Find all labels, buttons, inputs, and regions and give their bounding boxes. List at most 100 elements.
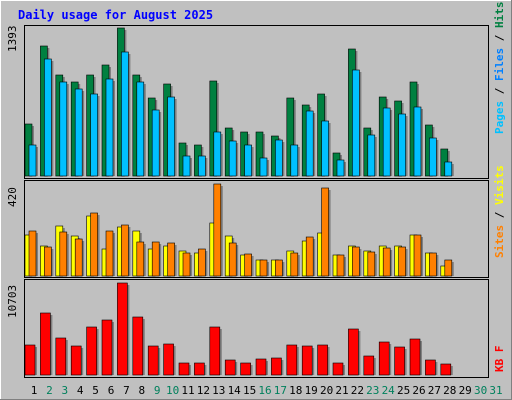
sites-bar-day-13 [213,183,222,277]
kbf-bar-day-26 [409,338,421,376]
visits-sites-bars [24,183,454,277]
pages-bar-day-11 [182,155,191,177]
kbf-bar-day-22 [348,328,359,376]
kbytes-bars [24,282,453,376]
legend-sep-1: / [493,81,506,101]
day-label-23: 23 [366,384,379,397]
pages-bar-day-7 [121,51,129,177]
pages-bar-day-14 [228,140,237,177]
kbf-bar-day-6 [101,319,113,376]
sites-bar-day-9 [151,241,160,277]
sites-bar-day-4 [74,238,83,277]
pages-bar-day-22 [352,69,360,177]
kbf-bar-day-13 [209,326,221,376]
sites-bar-day-7 [121,224,129,277]
pages-bar-day-9 [151,109,160,177]
pages-bar-day-25 [398,113,406,177]
day-label-22: 22 [351,384,364,397]
hits-ymax-label: 1393 [6,26,19,53]
pages-bar-day-3 [59,81,68,177]
pages-bar-day-20 [321,120,329,177]
pages-bar-day-8 [136,81,145,177]
pages-bar-day-27 [429,137,437,177]
pages-bar-day-6 [105,78,114,177]
kbf-bar-day-20 [317,344,328,376]
kbf-bar-day-9 [147,345,159,376]
sites-bar-day-24 [382,247,391,277]
pages-bar-day-12 [198,155,206,177]
sites-bar-day-1 [28,230,37,277]
kbf-bar-day-17 [271,357,282,376]
sites-bar-day-26 [413,234,422,277]
day-label-13: 13 [212,384,225,397]
kbf-bar-day-14 [224,359,236,376]
kbf-bar-day-19 [301,345,313,376]
legend-sep-2: / [493,28,506,48]
day-label-31: 31 [489,384,502,397]
day-label-18: 18 [289,384,302,397]
kbytes-ymax-label: 10703 [6,285,19,318]
kbf-bar-day-21 [332,362,344,376]
legend-hits: Hits [493,2,506,29]
pages-bar-day-15 [244,144,252,177]
sites-bar-day-14 [228,242,237,277]
hits-bar-day-16 [255,131,264,177]
kbf-bar-day-28 [440,363,452,376]
sites-bar-day-27 [429,252,437,277]
sites-bar-day-6 [105,230,114,277]
kbf-bar-day-10 [163,343,174,376]
pages-bar-day-19 [305,110,314,177]
hits-files-pages-bars [24,27,454,177]
sites-bar-day-25 [398,246,406,277]
day-label-15: 15 [243,384,256,397]
sites-bar-day-22 [352,246,360,277]
kbf-bar-day-8 [132,316,144,376]
kbf-bar-day-24 [378,341,390,376]
sites-bar-day-10 [167,242,175,277]
kbf-bar-day-5 [86,326,97,376]
pages-bar-day-24 [382,107,391,177]
sites-bar-day-16 [259,259,268,277]
pages-bar-day-17 [275,139,283,177]
pages-bar-day-10 [167,96,175,177]
day-label-4: 4 [77,384,84,397]
day-label-19: 19 [305,384,318,397]
chart-title: Daily usage for August 2025 [18,8,213,22]
legend-files: Files [493,48,506,81]
pages-bar-day-21 [336,159,345,177]
legend-sites: Sites [493,225,506,258]
sites-bar-day-3 [59,231,68,277]
day-label-10: 10 [166,384,179,397]
day-label-30: 30 [474,384,487,397]
pages-bar-day-26 [413,106,422,177]
day-label-24: 24 [382,384,396,397]
pages-bar-day-1 [28,144,37,177]
sites-bar-day-2 [44,246,52,277]
kbf-bar-day-15 [240,362,251,376]
pages-bar-day-28 [444,161,453,177]
day-label-1: 1 [31,384,38,397]
day-label-3: 3 [61,384,68,397]
hits-bar-day-18 [286,97,295,177]
pages-bar-day-2 [44,58,52,177]
kbf-bar-day-25 [394,346,405,376]
hits-bar-day-13 [209,80,218,177]
sites-bar-day-21 [336,254,345,277]
sites-bar-day-8 [136,241,145,277]
sites-bar-day-12 [198,248,206,277]
kbf-bar-day-23 [363,355,375,376]
pages-bar-day-23 [367,134,376,177]
day-label-17: 17 [274,384,287,397]
sites-bar-day-11 [182,252,191,277]
day-label-9: 9 [154,384,161,397]
sites-bar-day-18 [290,252,299,277]
day-label-7: 7 [123,384,130,397]
sites-bar-day-15 [244,253,252,277]
pages-bar-day-16 [259,157,268,177]
day-label-27: 27 [428,384,441,397]
legend-kbf: KB F [493,346,506,373]
hits-legend: Pages / Files / Hits [493,2,506,135]
day-label-29: 29 [459,384,472,397]
pages-bar-day-18 [290,144,299,177]
kbf-bar-day-12 [194,362,205,376]
